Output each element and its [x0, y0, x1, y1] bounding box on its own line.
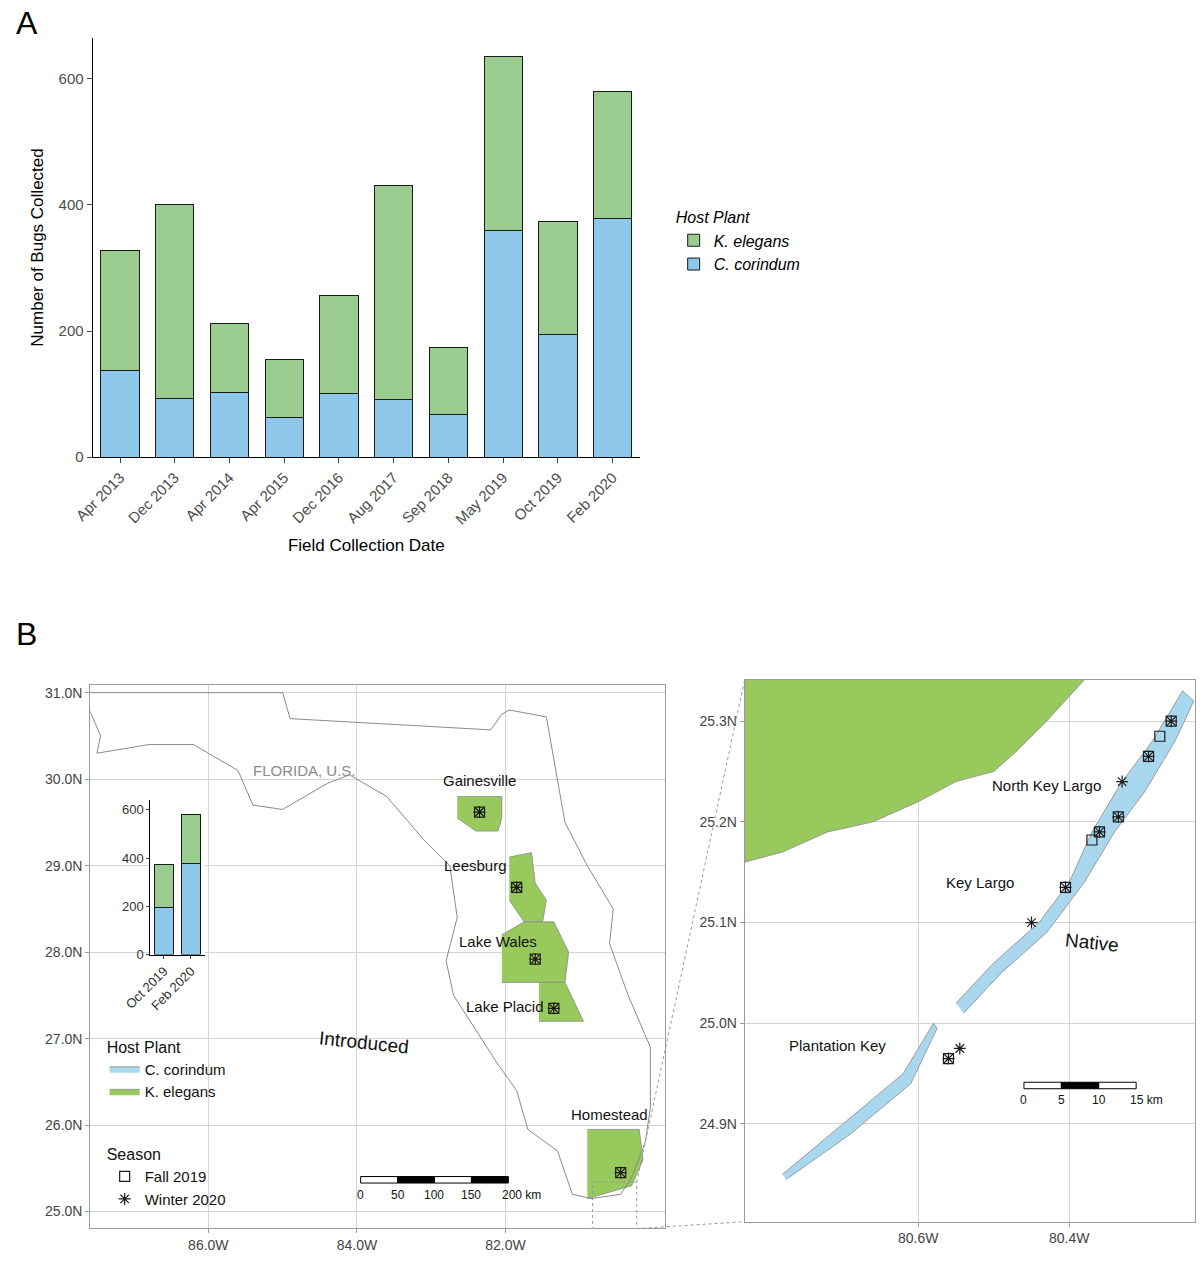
svg-text:Key Largo: Key Largo	[946, 874, 1014, 891]
svg-text:Lake Wales: Lake Wales	[459, 933, 537, 950]
svg-text:15 km: 15 km	[1130, 1093, 1163, 1107]
svg-text:5: 5	[1058, 1093, 1065, 1107]
svg-text:May 2019: May 2019	[452, 469, 511, 528]
svg-text:Plantation Key: Plantation Key	[789, 1037, 886, 1054]
svg-text:31.0N: 31.0N	[45, 685, 82, 701]
svg-text:Sep 2018: Sep 2018	[398, 469, 455, 526]
svg-text:Season: Season	[107, 1146, 161, 1163]
svg-text:Native: Native	[1064, 929, 1120, 956]
svg-text:25.0N: 25.0N	[45, 1203, 82, 1219]
svg-text:25.1N: 25.1N	[699, 914, 736, 930]
svg-text:C. corindum: C. corindum	[145, 1061, 226, 1078]
svg-text:K. elegans: K. elegans	[714, 233, 790, 250]
svg-text:Leesburg: Leesburg	[444, 857, 507, 874]
svg-text:82.0W: 82.0W	[485, 1237, 526, 1253]
svg-text:80.4W: 80.4W	[1049, 1230, 1090, 1246]
svg-text:C. corindum: C. corindum	[714, 256, 800, 273]
svg-text:200 km: 200 km	[502, 1188, 541, 1202]
svg-text:Oct 2019: Oct 2019	[123, 964, 171, 1012]
svg-text:0: 0	[1020, 1093, 1027, 1107]
svg-text:Host Plant: Host Plant	[676, 209, 750, 226]
svg-text:Feb 2020: Feb 2020	[563, 469, 620, 526]
svg-text:Host Plant: Host Plant	[107, 1039, 181, 1056]
svg-text:200: 200	[59, 322, 84, 339]
svg-text:200: 200	[122, 899, 144, 914]
svg-text:400: 400	[122, 851, 144, 866]
svg-text:24.9N: 24.9N	[699, 1116, 736, 1132]
svg-text:FLORIDA, U.S.: FLORIDA, U.S.	[253, 762, 356, 779]
svg-text:0: 0	[75, 448, 83, 465]
svg-text:A: A	[16, 5, 38, 41]
svg-text:B: B	[16, 616, 37, 652]
svg-text:100: 100	[424, 1188, 444, 1202]
svg-text:400: 400	[59, 196, 84, 213]
svg-text:150: 150	[461, 1188, 481, 1202]
svg-text:Fall 2019: Fall 2019	[145, 1168, 207, 1185]
svg-text:84.0W: 84.0W	[337, 1237, 378, 1253]
svg-text:30.0N: 30.0N	[45, 771, 82, 787]
svg-text:0: 0	[357, 1188, 364, 1202]
svg-text:Winter 2020: Winter 2020	[145, 1191, 226, 1208]
svg-text:K. elegans: K. elegans	[145, 1083, 216, 1100]
svg-text:27.0N: 27.0N	[45, 1031, 82, 1047]
svg-text:80.6W: 80.6W	[898, 1230, 939, 1246]
svg-text:25.0N: 25.0N	[699, 1015, 736, 1031]
svg-text:10: 10	[1092, 1093, 1106, 1107]
svg-text:Lake Placid: Lake Placid	[466, 998, 544, 1015]
svg-text:86.0W: 86.0W	[188, 1237, 229, 1253]
svg-text:28.0N: 28.0N	[45, 944, 82, 960]
svg-text:Dec 2016: Dec 2016	[289, 469, 346, 526]
svg-text:Introduced: Introduced	[318, 1027, 410, 1057]
svg-text:Feb 2020: Feb 2020	[148, 964, 197, 1013]
svg-text:Apr 2014: Apr 2014	[182, 469, 237, 524]
svg-text:600: 600	[122, 802, 144, 817]
svg-text:26.0N: 26.0N	[45, 1117, 82, 1133]
svg-text:Dec 2013: Dec 2013	[125, 469, 182, 526]
svg-text:Gainesville: Gainesville	[443, 772, 516, 789]
svg-text:25.3N: 25.3N	[699, 713, 736, 729]
svg-text:25.2N: 25.2N	[699, 814, 736, 830]
svg-text:0: 0	[137, 947, 144, 962]
svg-text:50: 50	[391, 1188, 405, 1202]
svg-text:Aug 2017: Aug 2017	[344, 469, 401, 526]
svg-text:North Key Largo: North Key Largo	[992, 777, 1101, 794]
svg-text:Apr 2013: Apr 2013	[72, 469, 127, 524]
svg-text:Apr 2015: Apr 2015	[237, 469, 292, 524]
svg-text:600: 600	[59, 70, 84, 87]
svg-text:Number of Bugs Collected: Number of Bugs Collected	[28, 148, 47, 346]
svg-text:Oct 2019: Oct 2019	[510, 469, 565, 524]
svg-text:29.0N: 29.0N	[45, 858, 82, 874]
svg-text:Homestead: Homestead	[571, 1106, 648, 1123]
svg-text:Field Collection Date: Field Collection Date	[288, 536, 445, 555]
